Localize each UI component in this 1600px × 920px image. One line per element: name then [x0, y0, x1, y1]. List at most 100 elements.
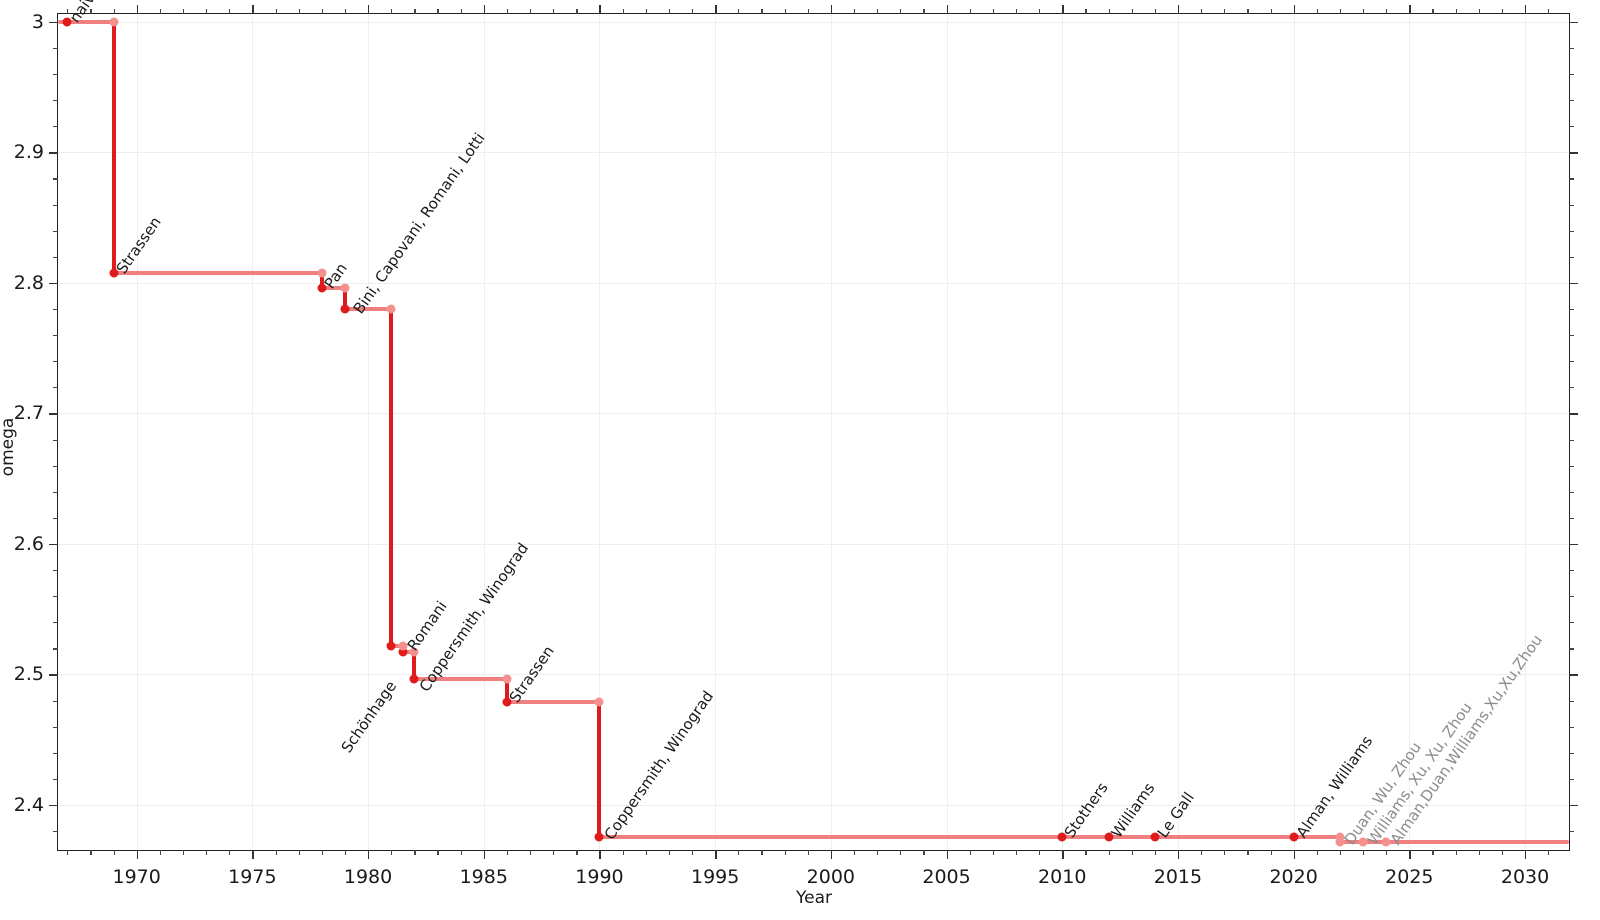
data-point-marker[interactable]	[398, 647, 408, 657]
data-point-marker[interactable]	[1150, 832, 1160, 842]
data-point-marker[interactable]	[62, 17, 72, 27]
gridline-horizontal	[58, 674, 1569, 676]
data-point-marker[interactable]	[1289, 832, 1299, 842]
y-axis-tick-label: 2.9	[13, 141, 44, 164]
gridline-vertical	[1525, 14, 1527, 850]
x-axis-minor-tick	[784, 9, 786, 14]
data-point-marker[interactable]	[502, 697, 512, 707]
x-axis-minor-tick	[807, 850, 809, 855]
data-point-annotation: Williams	[1107, 779, 1158, 842]
gridline-vertical	[483, 14, 485, 850]
gridline-horizontal	[58, 543, 1569, 545]
y-axis-minor-tick	[1569, 439, 1574, 441]
x-axis-tick-label: 1970	[112, 866, 161, 888]
step-segment-horizontal	[506, 699, 600, 704]
x-axis-minor-tick	[784, 850, 786, 855]
x-axis-minor-tick	[853, 850, 856, 855]
x-axis-minor-tick	[992, 850, 995, 855]
x-axis-minor-tick	[576, 9, 578, 14]
gridline-vertical	[715, 14, 717, 850]
data-point-marker[interactable]	[109, 268, 119, 278]
x-axis-minor-tick	[738, 9, 740, 14]
x-axis-tick	[136, 5, 139, 14]
x-axis-minor-tick	[1131, 850, 1133, 855]
y-axis-minor-tick	[53, 700, 58, 702]
x-axis-minor-tick	[391, 850, 393, 855]
y-axis-minor-tick	[1569, 204, 1574, 206]
data-point-marker[interactable]	[340, 304, 350, 314]
data-point-marker[interactable]	[1057, 832, 1067, 842]
gridline-vertical	[368, 14, 370, 850]
y-axis-tick	[49, 804, 58, 807]
data-point-marker[interactable]	[1381, 837, 1391, 847]
y-axis-minor-tick	[53, 178, 58, 180]
data-point-marker[interactable]	[1335, 837, 1345, 847]
gridline-horizontal	[58, 804, 1569, 806]
gridline-vertical	[830, 14, 832, 850]
data-point-marker[interactable]	[409, 674, 419, 684]
step-corner-marker	[409, 647, 419, 657]
x-axis-minor-tick	[1039, 9, 1041, 14]
y-axis-minor-tick	[53, 752, 58, 754]
x-axis-minor-tick	[622, 850, 624, 855]
x-axis-minor-tick	[1039, 850, 1041, 855]
step-segment-vertical	[412, 652, 417, 679]
gridline-horizontal	[58, 21, 1569, 23]
x-axis-tick	[1177, 5, 1180, 14]
data-point-marker[interactable]	[386, 641, 396, 651]
data-point-annotation: Le Gall	[1153, 788, 1198, 842]
y-axis-minor-tick	[53, 491, 58, 493]
y-axis-tick	[49, 282, 58, 285]
y-axis-minor-tick	[1569, 726, 1574, 728]
y-axis-tick	[1569, 282, 1578, 285]
y-axis-tick	[1569, 413, 1578, 415]
step-corner-marker	[340, 283, 350, 293]
x-axis-minor-tick	[1224, 850, 1226, 855]
step-corner-marker	[386, 304, 396, 314]
step-corner-marker	[1335, 832, 1345, 842]
x-axis-tick	[483, 850, 486, 859]
step-segment-horizontal	[67, 19, 114, 24]
grid-layer: 2.4 2.5 2.6 2.7 2.8 2.9 3 1970 1975 1980 1985 1990 1…	[14, 5, 1578, 888]
y-axis-tick-label: 2.5	[13, 663, 44, 686]
x-axis-minor-tick	[1548, 9, 1550, 14]
x-axis-minor-tick	[853, 9, 856, 14]
step-segment-horizontal	[391, 643, 403, 648]
x-axis-minor-tick	[923, 9, 925, 14]
x-axis-minor-tick	[1455, 850, 1457, 855]
data-point-annotation: Coppersmith, Winograd	[601, 687, 718, 844]
x-axis-minor-tick	[182, 850, 185, 855]
step-segment-horizontal	[344, 306, 392, 311]
data-point-marker[interactable]	[594, 832, 604, 842]
x-axis-minor-tick	[1501, 850, 1504, 855]
y-axis-minor-tick	[53, 230, 58, 232]
x-axis-minor-tick	[1247, 9, 1249, 14]
x-axis-tick	[599, 850, 601, 859]
data-point-annotation: Pan	[320, 259, 351, 293]
data-point-marker[interactable]	[1358, 837, 1368, 847]
data-point-marker[interactable]	[1104, 832, 1114, 842]
y-axis-tick	[1569, 152, 1578, 154]
x-axis-tick	[830, 850, 833, 859]
data-point-annotation: Strassen	[505, 642, 558, 707]
y-axis-minor-tick	[1569, 230, 1574, 232]
x-axis-minor-tick	[1363, 850, 1365, 855]
y-axis-tick	[49, 152, 58, 154]
step-segment-vertical	[342, 288, 347, 309]
data-point-annotation: Schönhage	[337, 677, 401, 756]
x-axis-minor-tick	[807, 9, 809, 14]
gridline-vertical	[1177, 14, 1179, 850]
x-axis-minor-tick	[437, 9, 439, 14]
y-axis-minor-tick	[1569, 100, 1574, 102]
step-segment-horizontal	[113, 271, 322, 276]
x-axis-minor-tick	[576, 850, 578, 855]
x-axis-minor-tick	[506, 9, 509, 14]
x-axis-tick-label: 2025	[1385, 866, 1434, 888]
y-axis-minor-tick	[53, 361, 58, 363]
x-axis-minor-tick	[1015, 9, 1018, 14]
annotation-layer: naive Strassen Pan Bini, Capovani, Romani, …	[58, 0, 1569, 850]
x-axis-minor-tick	[67, 9, 69, 14]
x-axis-minor-tick	[67, 850, 69, 855]
data-point-marker[interactable]	[317, 283, 327, 293]
x-axis-minor-tick	[553, 850, 555, 855]
